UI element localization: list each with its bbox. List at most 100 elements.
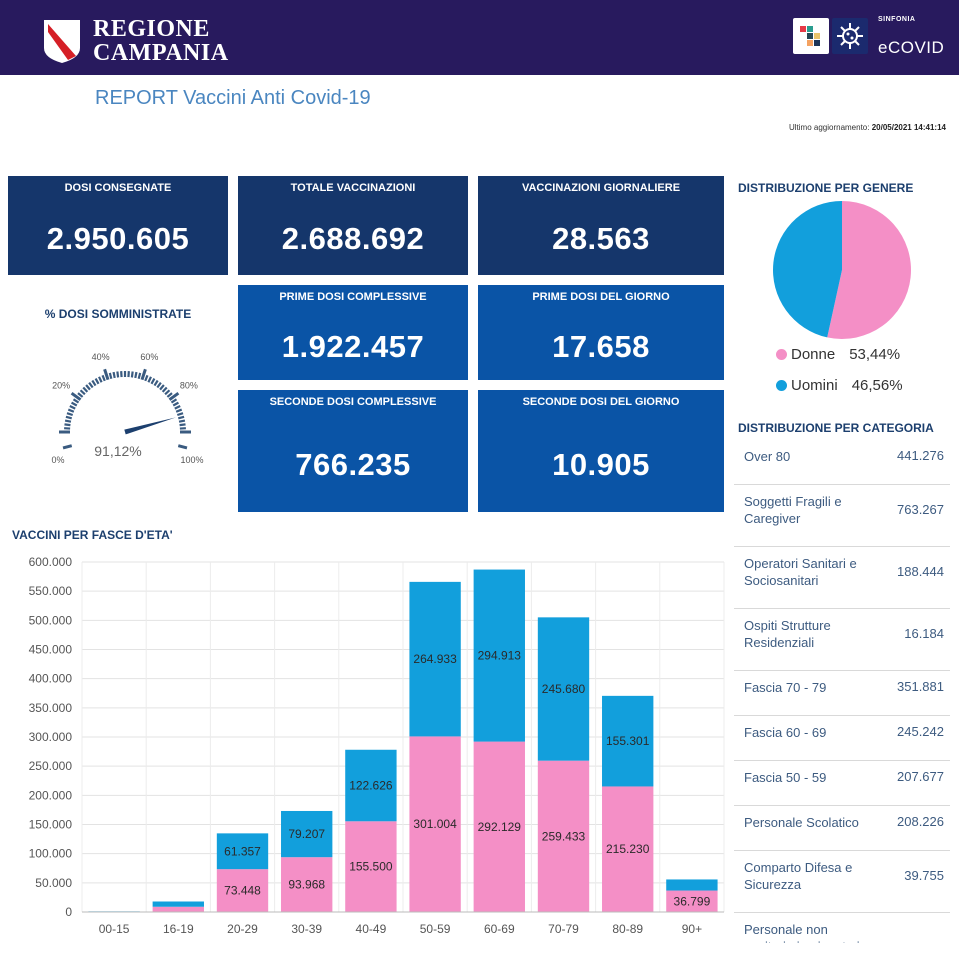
gauge-tick xyxy=(172,401,179,407)
category-row: Personale Scolatico 208.226 xyxy=(734,806,950,851)
bar-segment xyxy=(666,890,718,912)
gauge-needle xyxy=(124,417,176,435)
category-value: 245.242 xyxy=(897,724,944,739)
kpi-value: 1.922.457 xyxy=(281,329,425,364)
gauge-tick xyxy=(153,379,159,387)
gauge-tick xyxy=(168,391,180,401)
kpi-totale-vaccinazioni: TOTALE VACCINAZIONI 2.688.692 xyxy=(238,176,468,275)
gauge-tick xyxy=(116,371,120,378)
gauge-tick xyxy=(72,398,80,404)
bar-segment xyxy=(537,617,590,761)
bar-data-label: 264.933 xyxy=(413,652,457,666)
kpi-vaccinazioni-giornaliere: VACCINAZIONI GIORNALIERE 28.563 xyxy=(478,176,724,275)
category-row: Soggetti Fragili e Caregiver 763.267 xyxy=(734,485,950,547)
gauge-tick xyxy=(147,376,152,383)
gauge-tick xyxy=(69,405,76,410)
kpi-label: DOSI CONSEGNATE xyxy=(64,182,172,194)
kpi-label: TOTALE VACCINAZIONI xyxy=(290,182,416,194)
gauge-tick xyxy=(85,384,91,391)
gauge-tick xyxy=(82,386,89,393)
category-row: Over 80 441.276 xyxy=(734,440,950,485)
partner-name: eCOVID xyxy=(878,38,945,57)
gauge-tick xyxy=(64,423,71,427)
x-tick-label: 40-49 xyxy=(356,922,387,936)
gauge-tick xyxy=(176,412,184,417)
gauge-tick xyxy=(77,392,84,398)
gauge-tick xyxy=(62,444,73,450)
gauge-tick xyxy=(174,405,181,410)
y-tick-label: 500.000 xyxy=(29,613,73,627)
kpi-label: PRIME DOSI COMPLESSIVE xyxy=(279,291,427,303)
kpi-value: 28.563 xyxy=(552,221,650,256)
y-tick-label: 600.000 xyxy=(29,555,73,569)
legend-label: Uomini xyxy=(791,377,838,394)
sinfonia-logo-icon xyxy=(793,18,829,54)
kpi-value: 2.950.605 xyxy=(46,221,190,256)
category-value: 441.276 xyxy=(897,448,944,463)
kpi-value: 766.235 xyxy=(295,447,411,482)
category-name: Personale non sanitario impiegato in xyxy=(744,922,867,943)
bar-data-label: 292.129 xyxy=(478,820,522,834)
category-value: 207.677 xyxy=(897,769,944,784)
category-name: Fascia 50 - 59 xyxy=(744,770,827,785)
bar-segment xyxy=(152,901,204,907)
category-value: 763.267 xyxy=(897,502,944,517)
partner-small-label: SINFONIA xyxy=(878,16,916,23)
gauge-tick-label: 40% xyxy=(92,352,110,362)
bar-data-label: 259.433 xyxy=(542,829,586,843)
category-name: Ospiti Strutture Residenziali xyxy=(744,618,831,650)
gauge-tick-label: 80% xyxy=(180,381,198,391)
gauge-tick xyxy=(94,378,100,385)
legend-value: 46,56% xyxy=(851,377,903,394)
bar-data-label: 294.913 xyxy=(478,649,522,663)
gender-pie-chart xyxy=(773,201,911,339)
bar-segment xyxy=(281,857,333,912)
category-row: Fascia 50 - 59 207.677 xyxy=(734,761,950,806)
category-name: Over 80 xyxy=(744,449,791,464)
bar-data-label: 245.680 xyxy=(542,682,586,696)
y-tick-label: 250.000 xyxy=(29,759,73,773)
category-name: Soggetti Fragili e Caregiver xyxy=(744,494,842,526)
gauge-tick xyxy=(177,444,188,450)
y-tick-label: 400.000 xyxy=(29,672,73,686)
gauge-tick xyxy=(64,419,72,423)
gauge-tick xyxy=(88,382,94,389)
bar-segment xyxy=(281,810,333,858)
bar-segment xyxy=(537,760,590,912)
gauge-tick xyxy=(67,408,75,413)
bar-segment xyxy=(345,821,397,912)
gauge-tick xyxy=(65,415,73,420)
gauge-tick xyxy=(103,368,110,381)
x-tick-label: 90+ xyxy=(682,922,702,936)
kpi-seconde-dosi-complessive: SECONDE DOSI COMPLESSIVE 766.235 xyxy=(238,390,468,512)
gauge-tick xyxy=(101,374,106,382)
gauge-tick xyxy=(134,371,138,379)
kpi-prime-dosi-giorno: PRIME DOSI DEL GIORNO 17.658 xyxy=(478,285,724,380)
y-tick-label: 50.000 xyxy=(35,876,72,890)
header-bar: REGIONE CAMPANIA xyxy=(0,0,959,75)
gauge-tick xyxy=(108,372,113,380)
legend-label: Donne xyxy=(791,346,836,363)
gauge-tick-label: 0% xyxy=(51,455,64,465)
legend-dot-donne xyxy=(776,349,787,360)
kpi-prime-dosi-complessive: PRIME DOSI COMPLESSIVE 1.922.457 xyxy=(238,285,468,380)
y-tick-label: 450.000 xyxy=(29,643,73,657)
gauge-tick xyxy=(159,384,165,391)
x-tick-label: 20-29 xyxy=(227,922,258,936)
age-bar-chart: 0 50.000 100.000 150.000 200.000 250.000 300.0… xyxy=(29,555,725,936)
category-row: Fascia 70 - 79 351.881 xyxy=(734,671,950,716)
x-tick-label: 70-79 xyxy=(548,922,579,936)
gauge-tick xyxy=(179,423,186,427)
bar-data-label: 122.626 xyxy=(349,779,393,793)
gauge-tick xyxy=(177,415,185,420)
gauge-tick-label: 20% xyxy=(52,381,70,391)
category-value: 39.755 xyxy=(904,868,944,883)
y-tick-label: 550.000 xyxy=(29,584,73,598)
kpi-label: SECONDE DOSI COMPLESSIVE xyxy=(269,396,437,408)
category-title: DISTRIBUZIONE PER CATEGORIA xyxy=(738,421,934,435)
category-name: Comparto Difesa e Sicurezza xyxy=(744,860,853,892)
x-tick-label: 00-15 xyxy=(99,922,130,936)
category-row: Comparto Difesa e Sicurezza 39.755 xyxy=(734,851,950,913)
x-tick-label: 16-19 xyxy=(163,922,194,936)
gauge-chart: 0% 20% 40% 60% 80% 100% 91,12% xyxy=(51,352,203,465)
